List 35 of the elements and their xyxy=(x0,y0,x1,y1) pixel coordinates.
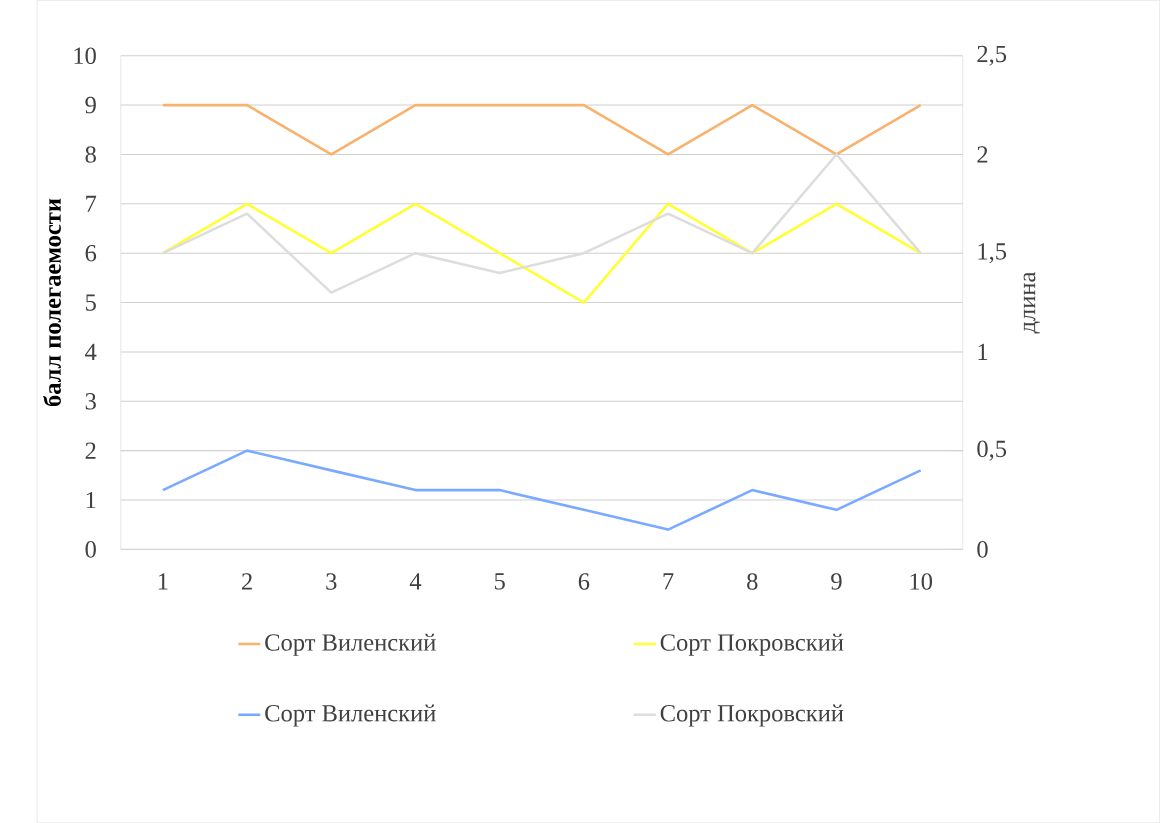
y-tick-label: 3 xyxy=(85,392,96,410)
x-tick-label: 8 xyxy=(747,573,758,590)
y2-axis-title: длина xyxy=(1023,271,1040,334)
y-tick-label: 5 xyxy=(86,294,96,311)
y-tick-label: 2 xyxy=(85,442,96,459)
x-tick-label: 4 xyxy=(409,573,422,590)
y-tick-label: 8 xyxy=(85,146,96,163)
x-tick-label: 7 xyxy=(663,573,674,590)
x-tick-label: 5 xyxy=(494,573,505,590)
y2-tick-label: 0 xyxy=(977,541,988,558)
y-tick-label: 6 xyxy=(85,244,97,262)
x-tick-label: 3 xyxy=(326,573,337,590)
y-tick-label: 4 xyxy=(85,343,97,360)
y-tick-label: 7 xyxy=(86,195,97,212)
line-series xyxy=(161,449,922,531)
legend-label: Сорт Покровский xyxy=(660,633,844,656)
y-tick-label: 0 xyxy=(85,541,96,558)
y-axis-title: балл полегаемости xyxy=(43,198,61,407)
y2-tick-label: 2,5 xyxy=(977,45,1007,66)
y-tick-label: 9 xyxy=(85,96,96,114)
line-series xyxy=(161,153,922,294)
y2-tick-label: 2 xyxy=(977,146,988,163)
y2-tick-label: 1 xyxy=(978,343,988,360)
y2-tick-label: 1,5 xyxy=(978,243,1007,264)
y2-tick-label: 0,5 xyxy=(977,440,1007,461)
x-tick-label: 2 xyxy=(242,573,252,590)
x-tick-label: 9 xyxy=(831,573,842,590)
y-tick-label: 1 xyxy=(86,491,96,508)
x-tick-label: 6 xyxy=(578,573,590,590)
legend-label: Сорт Виленский xyxy=(265,633,436,656)
legend-label: Сорт Виленский xyxy=(265,704,436,727)
legend-label: Сорт Покровский xyxy=(660,704,844,727)
x-tick-label: 10 xyxy=(910,573,932,590)
x-tick-label: 1 xyxy=(158,573,168,590)
y-tick-label: 10 xyxy=(74,47,96,64)
